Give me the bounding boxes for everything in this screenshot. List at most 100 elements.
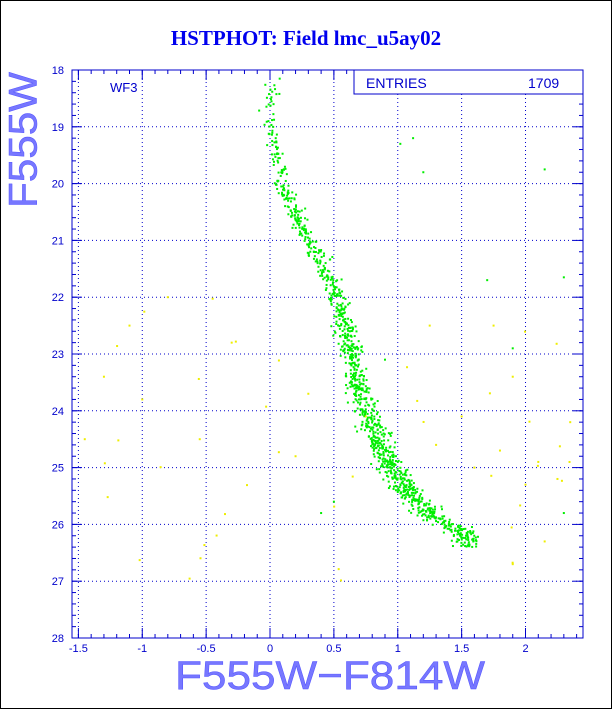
data-point (344, 317, 347, 320)
data-point (460, 527, 463, 530)
data-point (295, 204, 298, 207)
data-point (457, 529, 460, 532)
data-point (416, 514, 419, 517)
data-point (350, 344, 353, 347)
data-point (329, 278, 332, 281)
data-point (466, 534, 469, 537)
data-point (352, 366, 355, 369)
data-point (447, 522, 450, 525)
data-point (349, 363, 352, 366)
data-point (428, 499, 431, 502)
data-point (361, 413, 364, 416)
data-point (350, 321, 353, 324)
data-point-field (498, 449, 501, 452)
data-point (354, 325, 357, 328)
data-point (350, 347, 353, 350)
data-point (380, 465, 383, 468)
data-point (358, 374, 361, 377)
data-point (322, 254, 325, 257)
data-point (379, 424, 382, 427)
data-point (272, 163, 275, 166)
data-point (365, 390, 368, 393)
data-point-field (198, 438, 201, 441)
data-point (349, 353, 352, 356)
data-point (461, 533, 464, 536)
data-point (344, 323, 347, 326)
data-point (411, 500, 414, 503)
data-point (373, 402, 376, 405)
data-point (440, 522, 443, 525)
data-point (370, 445, 373, 448)
data-point (321, 274, 324, 277)
data-point (351, 378, 354, 381)
data-point (294, 208, 297, 211)
data-point (393, 469, 396, 472)
data-point (273, 182, 276, 185)
data-point (351, 384, 354, 387)
data-point (345, 322, 348, 325)
data-point (451, 545, 454, 548)
data-point (378, 447, 381, 450)
data-point (365, 379, 368, 382)
data-point (326, 274, 329, 277)
data-point (378, 438, 381, 441)
data-point (417, 507, 420, 510)
data-point (359, 370, 362, 373)
data-point (409, 485, 412, 488)
data-point (356, 384, 359, 387)
data-point (385, 474, 388, 477)
data-point (335, 323, 338, 326)
data-point (332, 279, 335, 282)
data-point (265, 96, 268, 99)
data-point (299, 232, 302, 235)
data-point (314, 260, 317, 263)
data-point (394, 441, 397, 444)
data-point (314, 240, 317, 243)
data-point (273, 118, 276, 121)
data-point (408, 495, 411, 498)
data-point (335, 320, 338, 323)
data-point-field (197, 377, 200, 380)
data-point (364, 398, 367, 401)
data-point (403, 494, 406, 497)
data-point (389, 434, 392, 437)
data-point-field (138, 559, 141, 562)
data-point (412, 486, 415, 489)
data-point (411, 504, 414, 507)
data-point (343, 351, 346, 354)
data-point (464, 527, 467, 530)
data-point (279, 174, 282, 177)
data-point (417, 511, 420, 514)
data-point-field (103, 462, 106, 465)
data-point (338, 311, 341, 314)
data-point (372, 449, 375, 452)
data-point (360, 346, 363, 349)
data-point (346, 348, 349, 351)
data-point (375, 423, 378, 426)
data-point (375, 446, 378, 449)
data-point-field (128, 324, 131, 327)
data-point (394, 463, 397, 466)
data-point (347, 339, 350, 342)
data-point (359, 383, 362, 386)
data-point (275, 148, 278, 151)
data-point (290, 197, 293, 200)
data-point (357, 394, 360, 397)
data-point (348, 362, 351, 365)
data-point (382, 450, 385, 453)
data-point (439, 518, 442, 521)
data-point (392, 465, 395, 468)
data-point (376, 442, 379, 445)
data-point (437, 517, 440, 520)
data-point-outlier (486, 279, 489, 282)
data-point-field (294, 455, 297, 458)
data-point (364, 411, 367, 414)
data-point (347, 345, 350, 348)
data-point (354, 352, 357, 355)
data-point (269, 98, 272, 101)
data-point (392, 455, 395, 458)
data-point (306, 236, 309, 239)
data-point (419, 511, 422, 514)
data-point (366, 424, 369, 427)
data-point (382, 435, 385, 438)
